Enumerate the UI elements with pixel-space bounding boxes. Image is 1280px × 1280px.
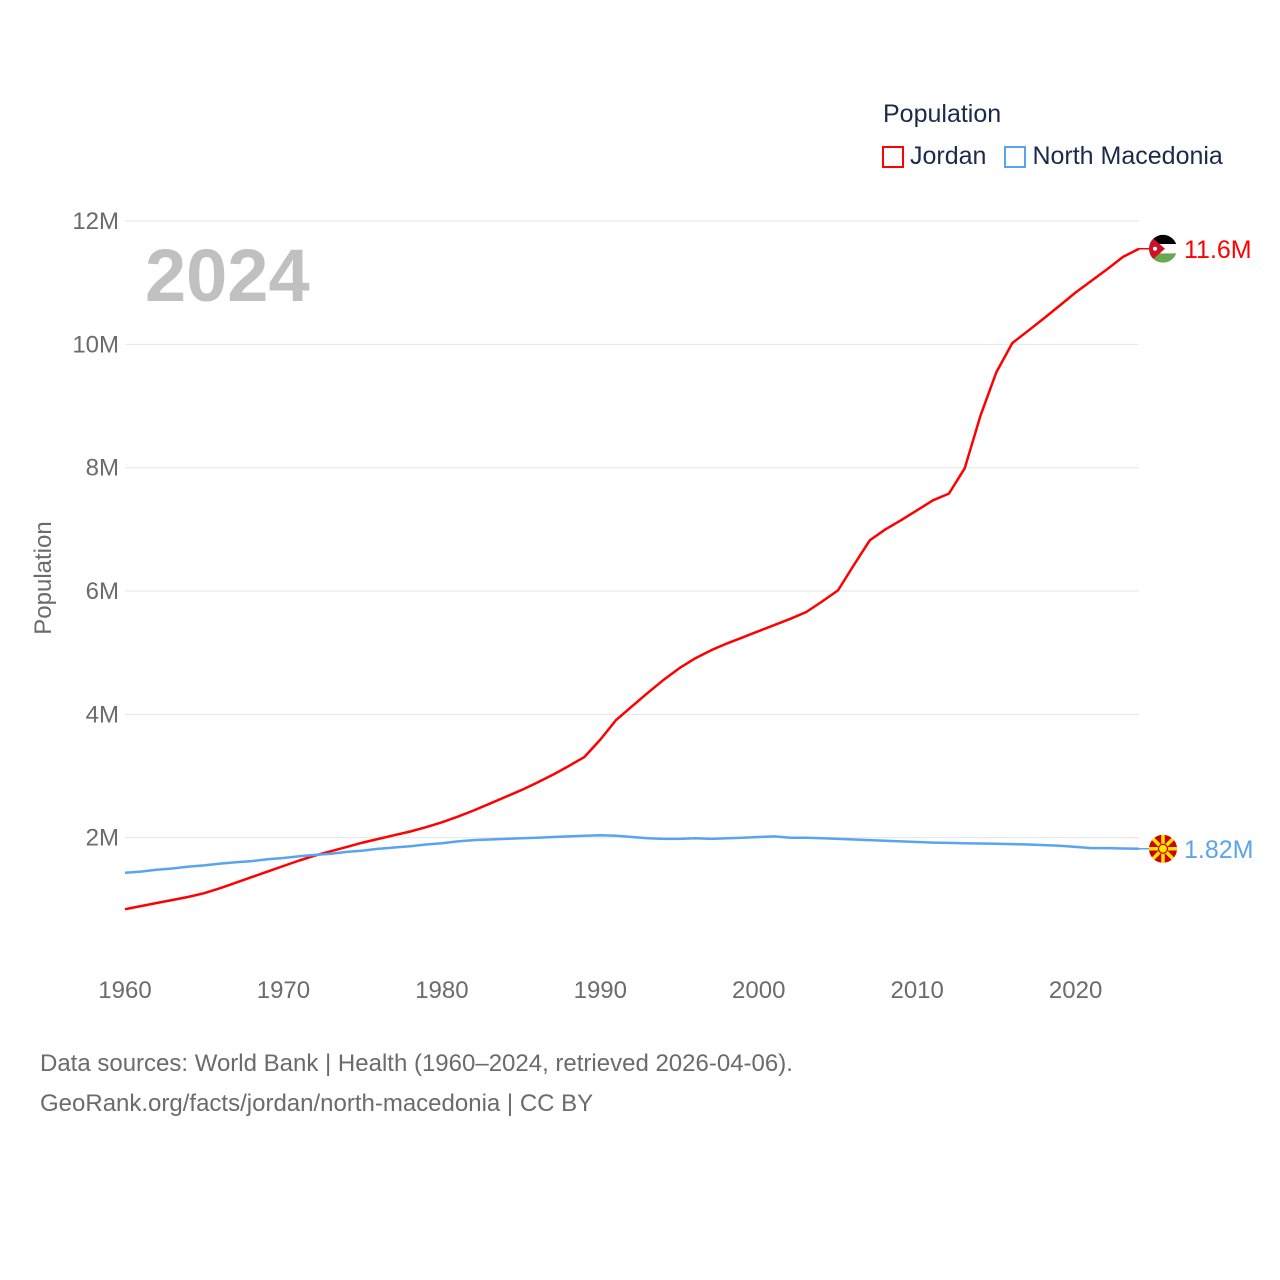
y-tick-label: 6M — [86, 578, 119, 605]
end-value-label: 11.6M — [1184, 236, 1252, 264]
flag-star — [1153, 246, 1157, 251]
legend-label: North Macedonia — [1032, 142, 1223, 170]
flag-body — [1149, 234, 1177, 263]
legend-label: Jordan — [910, 142, 987, 170]
series-line-jordan — [124, 247, 1140, 911]
x-tick-label: 1990 — [574, 977, 627, 1004]
flag-stripe — [1149, 234, 1177, 245]
year-watermark: 2024 — [145, 234, 310, 317]
legend: Jordan North Macedonia — [882, 142, 1241, 171]
y-tick-label: 4M — [86, 701, 119, 728]
x-tick-label: 1970 — [257, 977, 310, 1004]
source-link[interactable]: GeoRank.org/facts/jordan/north-macedonia… — [40, 1090, 594, 1117]
series-line-north-macedonia — [124, 833, 1140, 875]
y-tick-label: 2M — [86, 825, 119, 852]
flag-stripe — [1149, 253, 1177, 263]
legend-item-north-macedonia[interactable]: North Macedonia — [1004, 142, 1223, 171]
legend-swatch-jordan — [882, 145, 904, 168]
legend-item-jordan[interactable]: Jordan — [882, 142, 986, 171]
data-sources: Data sources: World Bank | Health (1960–… — [40, 1050, 793, 1077]
y-axis-label: Population — [30, 521, 57, 634]
x-tick-label: 2000 — [732, 977, 785, 1004]
x-tick-label: 1980 — [415, 977, 468, 1004]
end-value-label: 1.82M — [1184, 836, 1253, 864]
y-tick-label: 10M — [72, 331, 119, 358]
x-tick-label: 1960 — [98, 977, 151, 1004]
flag-sun — [1157, 843, 1169, 854]
legend-swatch-north-macedonia — [1004, 145, 1027, 168]
x-tick-label: 2010 — [890, 977, 943, 1004]
y-tick-label: 12M — [72, 208, 119, 235]
x-tick-label: 2020 — [1049, 977, 1102, 1004]
y-tick-label: 8M — [86, 455, 119, 482]
legend-title: Population — [883, 100, 1002, 128]
footer: Data sources: World Bank | Health (1960–… — [40, 1044, 793, 1124]
jordan-flag-icon — [1149, 234, 1177, 263]
